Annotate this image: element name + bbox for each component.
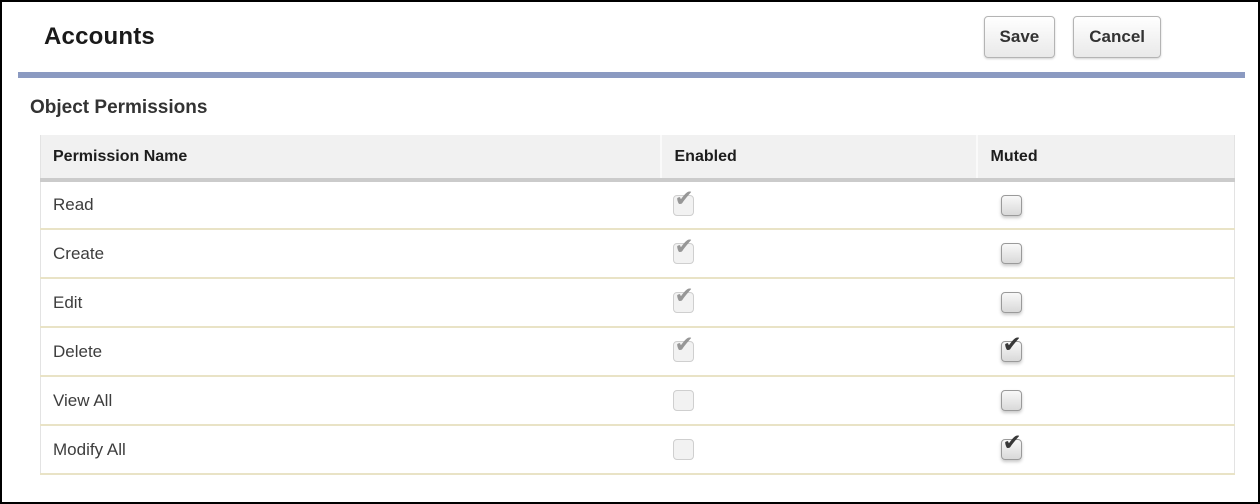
table-row: Create ✔ [40, 229, 1235, 279]
permission-name-cell: Edit [40, 278, 661, 328]
permission-name-label: View All [53, 390, 113, 410]
permission-name-cell: Read [40, 180, 661, 230]
enabled-cell [660, 425, 977, 475]
permission-name-label: Edit [53, 292, 83, 312]
page-title: Accounts [44, 23, 155, 50]
muted-checkbox[interactable] [1000, 292, 1022, 313]
header-divider [18, 72, 1245, 78]
checkmark-icon: ✔ [674, 282, 694, 308]
enabled-checkbox [672, 390, 694, 411]
table-row: Delete ✔ ✔ [40, 327, 1235, 377]
muted-cell: ✔ [976, 327, 1235, 377]
checkmark-icon: ✔ [674, 233, 694, 259]
enabled-cell: ✔ [660, 229, 977, 279]
enabled-checkbox: ✔ [672, 186, 694, 216]
table-row: View All [40, 376, 1235, 426]
permission-name-label: Delete [53, 341, 103, 361]
save-button[interactable]: Save [983, 15, 1056, 59]
cancel-button[interactable]: Cancel [1073, 15, 1161, 59]
object-permissions-table: Permission Name Enabled Muted Read ✔ Cre… [40, 135, 1235, 475]
enabled-cell [660, 376, 977, 426]
muted-checkbox[interactable] [1000, 243, 1022, 264]
titlebar: Accounts Save Cancel [2, 2, 1258, 72]
table-row: Edit ✔ [40, 278, 1235, 328]
permission-name-cell: Create [40, 229, 661, 279]
column-header-muted: Muted [975, 135, 1235, 182]
muted-cell [976, 229, 1235, 279]
enabled-checkbox: ✔ [672, 284, 694, 313]
permission-name-label: Modify All [53, 439, 126, 459]
muted-checkbox[interactable]: ✔ [1000, 333, 1022, 362]
enabled-cell: ✔ [660, 278, 977, 328]
section-heading: Object Permissions [30, 97, 208, 118]
checkmark-icon: ✔ [1002, 429, 1022, 455]
muted-cell [976, 376, 1235, 426]
checkmark-icon: ✔ [674, 184, 694, 211]
enabled-cell: ✔ [660, 180, 977, 230]
muted-cell [976, 180, 1235, 230]
muted-cell [976, 278, 1235, 328]
enabled-checkbox [672, 439, 694, 460]
table-header-row: Permission Name Enabled Muted [40, 135, 1235, 182]
permission-name-label: Read [53, 195, 94, 214]
column-header-permission-name: Permission Name [40, 135, 661, 182]
checkmark-icon: ✔ [1002, 331, 1022, 357]
enabled-checkbox: ✔ [672, 333, 694, 362]
muted-cell: ✔ [976, 425, 1235, 475]
permission-name-cell: Delete [40, 327, 661, 377]
table-row: Read ✔ [40, 180, 1235, 230]
muted-checkbox[interactable] [1000, 194, 1022, 216]
action-buttons: Save Cancel [983, 15, 1161, 59]
permission-name-cell: View All [40, 376, 661, 426]
object-permissions-table-wrap: Permission Name Enabled Muted Read ✔ Cre… [40, 135, 1235, 475]
enabled-cell: ✔ [660, 327, 977, 377]
enabled-checkbox: ✔ [672, 235, 694, 264]
table-row: Modify All ✔ [40, 425, 1235, 475]
permission-name-label: Create [53, 243, 105, 263]
permission-name-cell: Modify All [40, 425, 661, 475]
muted-checkbox[interactable]: ✔ [1000, 431, 1022, 460]
muted-checkbox[interactable] [1000, 390, 1022, 411]
checkmark-icon: ✔ [674, 331, 694, 357]
column-header-enabled: Enabled [659, 135, 977, 182]
permissions-table-body: Read ✔ Create ✔ Edit ✔ Delete ✔ ✔ View A… [40, 180, 1235, 475]
